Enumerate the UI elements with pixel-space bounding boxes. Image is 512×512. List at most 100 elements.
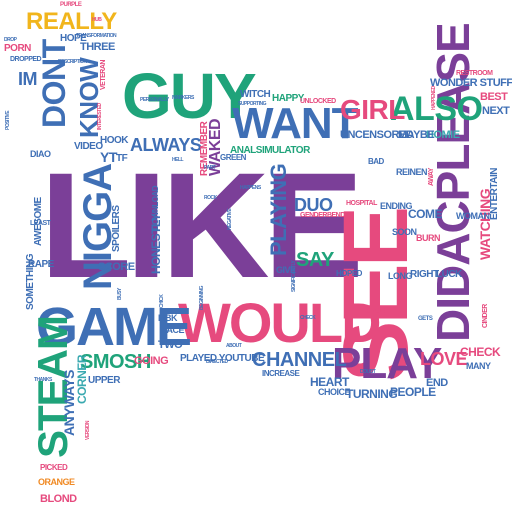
word-also: ALSO	[390, 90, 483, 128]
word-gets: GETS	[418, 316, 433, 322]
word-witch: WITCH	[240, 89, 271, 100]
word-happened: HAPPENED	[431, 86, 437, 110]
word-genderbend: GENDERBEND	[300, 212, 345, 219]
word-two: TWO	[158, 339, 183, 351]
word-hospital: HOSPITAL	[346, 200, 377, 207]
word-give: GIVE	[276, 265, 296, 275]
word-directed: DIRECTED	[206, 359, 228, 365]
word-wonder-stuff: WONDER STUFF	[430, 77, 512, 89]
word-hub: HUB	[92, 17, 102, 23]
word-part: PART	[204, 165, 216, 171]
word-doubt: DOUBT	[360, 369, 376, 375]
word-best: BEST	[480, 91, 508, 103]
word-drop: DROP	[4, 37, 17, 43]
word-played-youtube: PLAYED YOUTUBE	[180, 353, 265, 364]
word-girl: GIRL	[340, 94, 405, 125]
word-libk: LIBK	[158, 313, 178, 323]
word-away: AWAY	[428, 168, 435, 186]
word-homie: HOMIE	[426, 129, 460, 141]
word-love: LOVE	[420, 349, 468, 369]
word-green: GREEN	[220, 153, 246, 162]
word-cinder: CINDER	[482, 304, 489, 328]
word-come: COME	[408, 207, 443, 221]
word-entertain: ENTERTAIN	[489, 168, 500, 220]
word-next: NEXT	[482, 105, 510, 117]
word-really: REALLY	[26, 8, 117, 35]
word-transformation: TRANSFORMATION	[76, 33, 117, 39]
word-restroom: RESTROOM	[456, 70, 493, 77]
word-porn: PORN	[4, 43, 31, 54]
word-about: ABOUT	[226, 343, 242, 349]
word-luck: LUCK	[436, 269, 462, 280]
word-many: MANY	[466, 361, 491, 371]
word-check-big: CHECK	[460, 345, 501, 359]
word-diao: DIAO	[30, 149, 51, 159]
word-would: WOULD	[178, 291, 382, 354]
word-chick: CHICK	[159, 294, 165, 308]
word-happens: HAPPENS	[240, 185, 261, 191]
word-want: WANT	[232, 99, 359, 148]
word-orange: ORANGE	[38, 477, 75, 487]
word-playing: PLAYING	[266, 163, 291, 256]
word-going: GOING	[134, 355, 169, 367]
word-bad: BAD	[368, 157, 384, 166]
word-hook: HOOK	[100, 135, 129, 146]
word-soon: SOON	[392, 227, 417, 237]
word-like: LIKE	[40, 141, 364, 309]
word-veteran: VETERAN	[100, 60, 107, 90]
word-video: VIDEO	[74, 141, 103, 152]
word-burn: BURN	[416, 233, 441, 243]
word-least: LEAST	[30, 220, 51, 227]
word-unlocked: UNLOCKED	[300, 98, 336, 105]
word-analsimulator: ANALSIMULATOR	[230, 145, 310, 156]
word-purple: PURPLE	[60, 2, 82, 8]
word-hell: HELL	[172, 157, 184, 163]
word-uncensored: UNCENSORED	[340, 129, 414, 141]
word-anyways: ANYWAYS	[61, 369, 77, 436]
word-im: IM	[18, 69, 38, 89]
word-three: THREE	[80, 41, 115, 53]
word-increase: INCREASE	[262, 369, 300, 378]
word-blond: BLOND	[40, 493, 77, 505]
word-always: ALWAYS	[130, 135, 202, 155]
word-description: DESCRIPTION	[58, 59, 87, 65]
word-busy: BUSY	[117, 288, 123, 300]
word-right: RIGHT	[410, 269, 439, 280]
word-picked: PICKED	[40, 463, 68, 472]
word-dont: DONT	[36, 39, 72, 128]
word-yt: YT	[100, 149, 117, 165]
word-end: END	[426, 377, 448, 389]
word-upper: UPPER	[88, 375, 120, 386]
word-interested: INTERESTED	[97, 103, 103, 130]
word-negative: NEGATIVE	[227, 208, 233, 230]
word-say: SAY	[296, 249, 334, 271]
word-rock: ROCK	[204, 195, 217, 201]
word-heart: HEART	[310, 375, 349, 389]
word-supporting: SUPPORTING	[238, 101, 267, 107]
word-rape: RAPE	[28, 259, 54, 270]
word-score: SCORE	[98, 261, 135, 273]
word-choice: CHOICE	[318, 387, 351, 397]
word-ending: ENDING	[380, 201, 413, 211]
word-game: GAME	[36, 297, 192, 357]
word-download: DOWNLOAD	[151, 186, 160, 230]
word-positive: POSITIVE	[5, 110, 11, 130]
word-hoped: HOPED	[336, 269, 362, 278]
word-corner: CORNER	[75, 354, 89, 404]
word-channel: CHANNEL	[252, 349, 347, 371]
word-woman: WOMAN	[456, 211, 490, 221]
word-maybe: MAYBE	[398, 129, 435, 141]
word-duo: DUO	[294, 195, 333, 215]
word-version: VERSION	[85, 420, 91, 440]
word-face: FACE	[162, 325, 185, 335]
word-dropped: DROPPED	[10, 56, 42, 63]
word-check-small: CHECK	[300, 315, 316, 321]
word-spoilers: SPOILERS	[111, 205, 122, 252]
word-markers: MARKERS	[172, 95, 194, 101]
word-smosh: SMOSH	[80, 351, 151, 373]
word-guy: GUY	[122, 60, 257, 132]
word-reinen: REINEN	[396, 167, 428, 177]
word-long: LONG	[388, 271, 413, 281]
word-personally: PERSONALLY	[140, 97, 169, 103]
